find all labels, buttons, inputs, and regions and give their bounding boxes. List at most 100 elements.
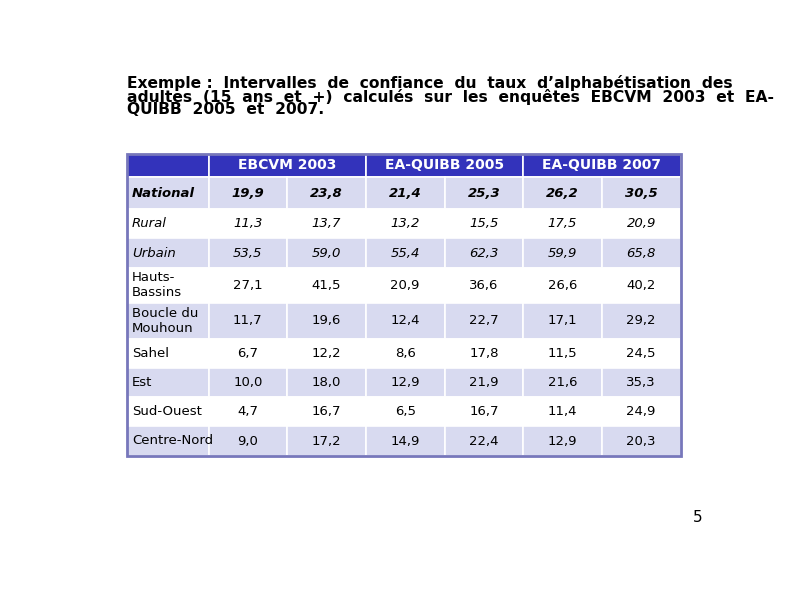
Bar (127, 177, 209, 209)
Bar (127, 427, 209, 456)
Text: 4,7: 4,7 (237, 405, 258, 418)
Bar (445, 268, 523, 303)
Text: 40,2: 40,2 (626, 279, 656, 292)
Bar (366, 303, 445, 339)
Bar (209, 303, 287, 339)
Text: 26,6: 26,6 (548, 279, 577, 292)
Text: 24,9: 24,9 (626, 405, 656, 418)
Bar (127, 239, 209, 268)
Text: EA-QUIBB 2005: EA-QUIBB 2005 (385, 158, 504, 173)
Text: 12,2: 12,2 (312, 347, 341, 360)
Bar (523, 397, 602, 427)
Text: 9,0: 9,0 (237, 434, 258, 447)
Bar (366, 368, 445, 397)
Bar (287, 303, 366, 339)
Bar (445, 177, 523, 209)
Bar (209, 397, 287, 427)
Bar (366, 177, 445, 209)
Text: 18,0: 18,0 (312, 376, 341, 389)
Text: 17,2: 17,2 (312, 434, 341, 447)
Bar (366, 209, 445, 239)
Bar (523, 368, 602, 397)
Bar (523, 177, 602, 209)
Bar (287, 268, 366, 303)
Bar (602, 177, 680, 209)
Bar (445, 209, 523, 239)
Bar (445, 303, 523, 339)
Text: 20,9: 20,9 (626, 217, 656, 230)
Text: EA-QUIBB 2007: EA-QUIBB 2007 (542, 158, 661, 173)
Bar (523, 209, 602, 239)
Bar (602, 397, 680, 427)
Bar (602, 303, 680, 339)
Bar (445, 397, 523, 427)
Bar (366, 154, 523, 177)
Bar (127, 397, 209, 427)
Bar (209, 339, 287, 368)
Bar (366, 239, 445, 268)
Bar (209, 268, 287, 303)
Text: 19,6: 19,6 (312, 314, 341, 327)
Text: Centre-Nord: Centre-Nord (132, 434, 213, 447)
Text: 15,5: 15,5 (469, 217, 499, 230)
Text: 59,9: 59,9 (548, 246, 577, 259)
Text: 53,5: 53,5 (233, 246, 263, 259)
Text: Sud-Ouest: Sud-Ouest (132, 405, 202, 418)
Bar (209, 239, 287, 268)
Text: 41,5: 41,5 (312, 279, 341, 292)
Bar (602, 268, 680, 303)
Text: 13,7: 13,7 (312, 217, 341, 230)
Text: 6,5: 6,5 (395, 405, 416, 418)
Bar (209, 368, 287, 397)
Text: 62,3: 62,3 (469, 246, 499, 259)
Text: 22,4: 22,4 (469, 434, 499, 447)
Text: 17,8: 17,8 (469, 347, 499, 360)
Bar (523, 154, 680, 177)
Text: 17,5: 17,5 (548, 217, 577, 230)
Bar (209, 154, 366, 177)
Text: 59,0: 59,0 (312, 246, 341, 259)
Text: Est: Est (132, 376, 152, 389)
Bar (287, 177, 366, 209)
Text: 21,9: 21,9 (469, 376, 499, 389)
Text: 13,2: 13,2 (391, 217, 420, 230)
Bar (127, 268, 209, 303)
Bar (287, 239, 366, 268)
Bar (287, 339, 366, 368)
Text: 20,9: 20,9 (391, 279, 420, 292)
Text: 8,6: 8,6 (395, 347, 415, 360)
Text: 5: 5 (692, 510, 702, 525)
Bar (209, 209, 287, 239)
Text: 11,7: 11,7 (233, 314, 263, 327)
Bar (127, 339, 209, 368)
Bar (445, 239, 523, 268)
Bar (602, 427, 680, 456)
Text: 16,7: 16,7 (469, 405, 499, 418)
Text: Hauts-
Bassins: Hauts- Bassins (132, 271, 182, 299)
Bar (523, 427, 602, 456)
Text: 35,3: 35,3 (626, 376, 656, 389)
Text: 29,2: 29,2 (626, 314, 656, 327)
Bar (287, 427, 366, 456)
Text: National: National (132, 187, 195, 199)
Text: 23,8: 23,8 (310, 187, 343, 199)
Bar (127, 209, 209, 239)
Bar (287, 209, 366, 239)
Bar (366, 268, 445, 303)
Text: 10,0: 10,0 (233, 376, 263, 389)
Bar (523, 303, 602, 339)
Bar (287, 397, 366, 427)
Bar (287, 368, 366, 397)
Text: 21,4: 21,4 (389, 187, 422, 199)
Bar (209, 177, 287, 209)
Text: QUIBB  2005  et  2007.: QUIBB 2005 et 2007. (127, 102, 325, 117)
Bar (209, 427, 287, 456)
Text: 65,8: 65,8 (626, 246, 656, 259)
Text: 14,9: 14,9 (391, 434, 420, 447)
Text: 12,9: 12,9 (391, 376, 420, 389)
Text: Rural: Rural (132, 217, 167, 230)
Text: 24,5: 24,5 (626, 347, 656, 360)
Bar (602, 209, 680, 239)
Text: 55,4: 55,4 (391, 246, 420, 259)
Text: 17,1: 17,1 (548, 314, 577, 327)
